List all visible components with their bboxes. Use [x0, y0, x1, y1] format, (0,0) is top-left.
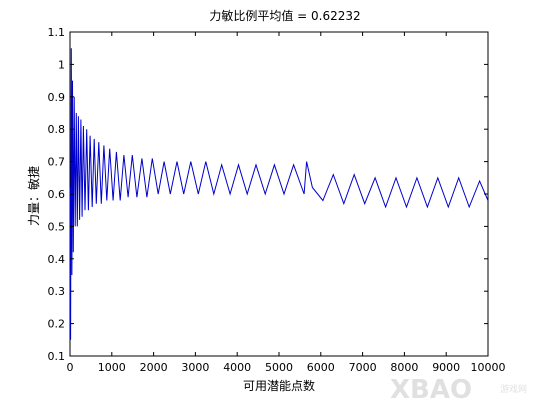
x-tick-label: 0 [67, 361, 74, 374]
y-tick-label: 0.4 [48, 253, 66, 266]
y-tick-label: 0.7 [48, 156, 66, 169]
x-tick-label: 6000 [307, 361, 335, 374]
y-axis-ticks: 0.1 0.2 0.3 0.4 0.5 0.6 0.7 0.8 0.9 1 1.1 [48, 26, 488, 363]
x-tick-label: 2000 [140, 361, 168, 374]
y-tick-label: 0.6 [48, 188, 66, 201]
y-tick-label: 0.1 [48, 350, 66, 363]
y-tick-label: 0.8 [48, 123, 66, 136]
x-axis-label: 可用潜能点数 [243, 378, 315, 393]
y-tick-label: 1 [58, 58, 65, 71]
watermark-small-text: 游戏网 [500, 383, 527, 395]
x-tick-label: 8000 [390, 361, 418, 374]
x-tick-label: 1000 [98, 361, 126, 374]
x-tick-label: 3000 [181, 361, 209, 374]
x-tick-label: 5000 [265, 361, 293, 374]
x-tick-label: 7000 [349, 361, 377, 374]
y-tick-label: 0.5 [48, 220, 66, 233]
y-tick-label: 1.1 [48, 26, 66, 39]
y-tick-label: 0.2 [48, 318, 66, 331]
chart-title: 力敏比例平均值 = 0.62232 [209, 8, 360, 23]
x-axis-ticks: 0 1000 2000 3000 4000 5000 6000 7000 8000 9000 100… [67, 32, 506, 374]
plot-area [69, 31, 489, 357]
y-tick-label: 0.9 [48, 91, 66, 104]
x-tick-label: 4000 [223, 361, 251, 374]
series-line-0 [69, 48, 489, 340]
series-group [69, 48, 489, 340]
x-tick-label: 9000 [432, 361, 460, 374]
x-tick-label: 10000 [471, 361, 506, 374]
y-axis-label: 力量：敏捷 [26, 166, 41, 226]
y-tick-label: 0.3 [48, 285, 66, 298]
watermark-logo: XBAO 游戏网 [390, 375, 527, 404]
watermark-text: XBAO [390, 375, 472, 404]
